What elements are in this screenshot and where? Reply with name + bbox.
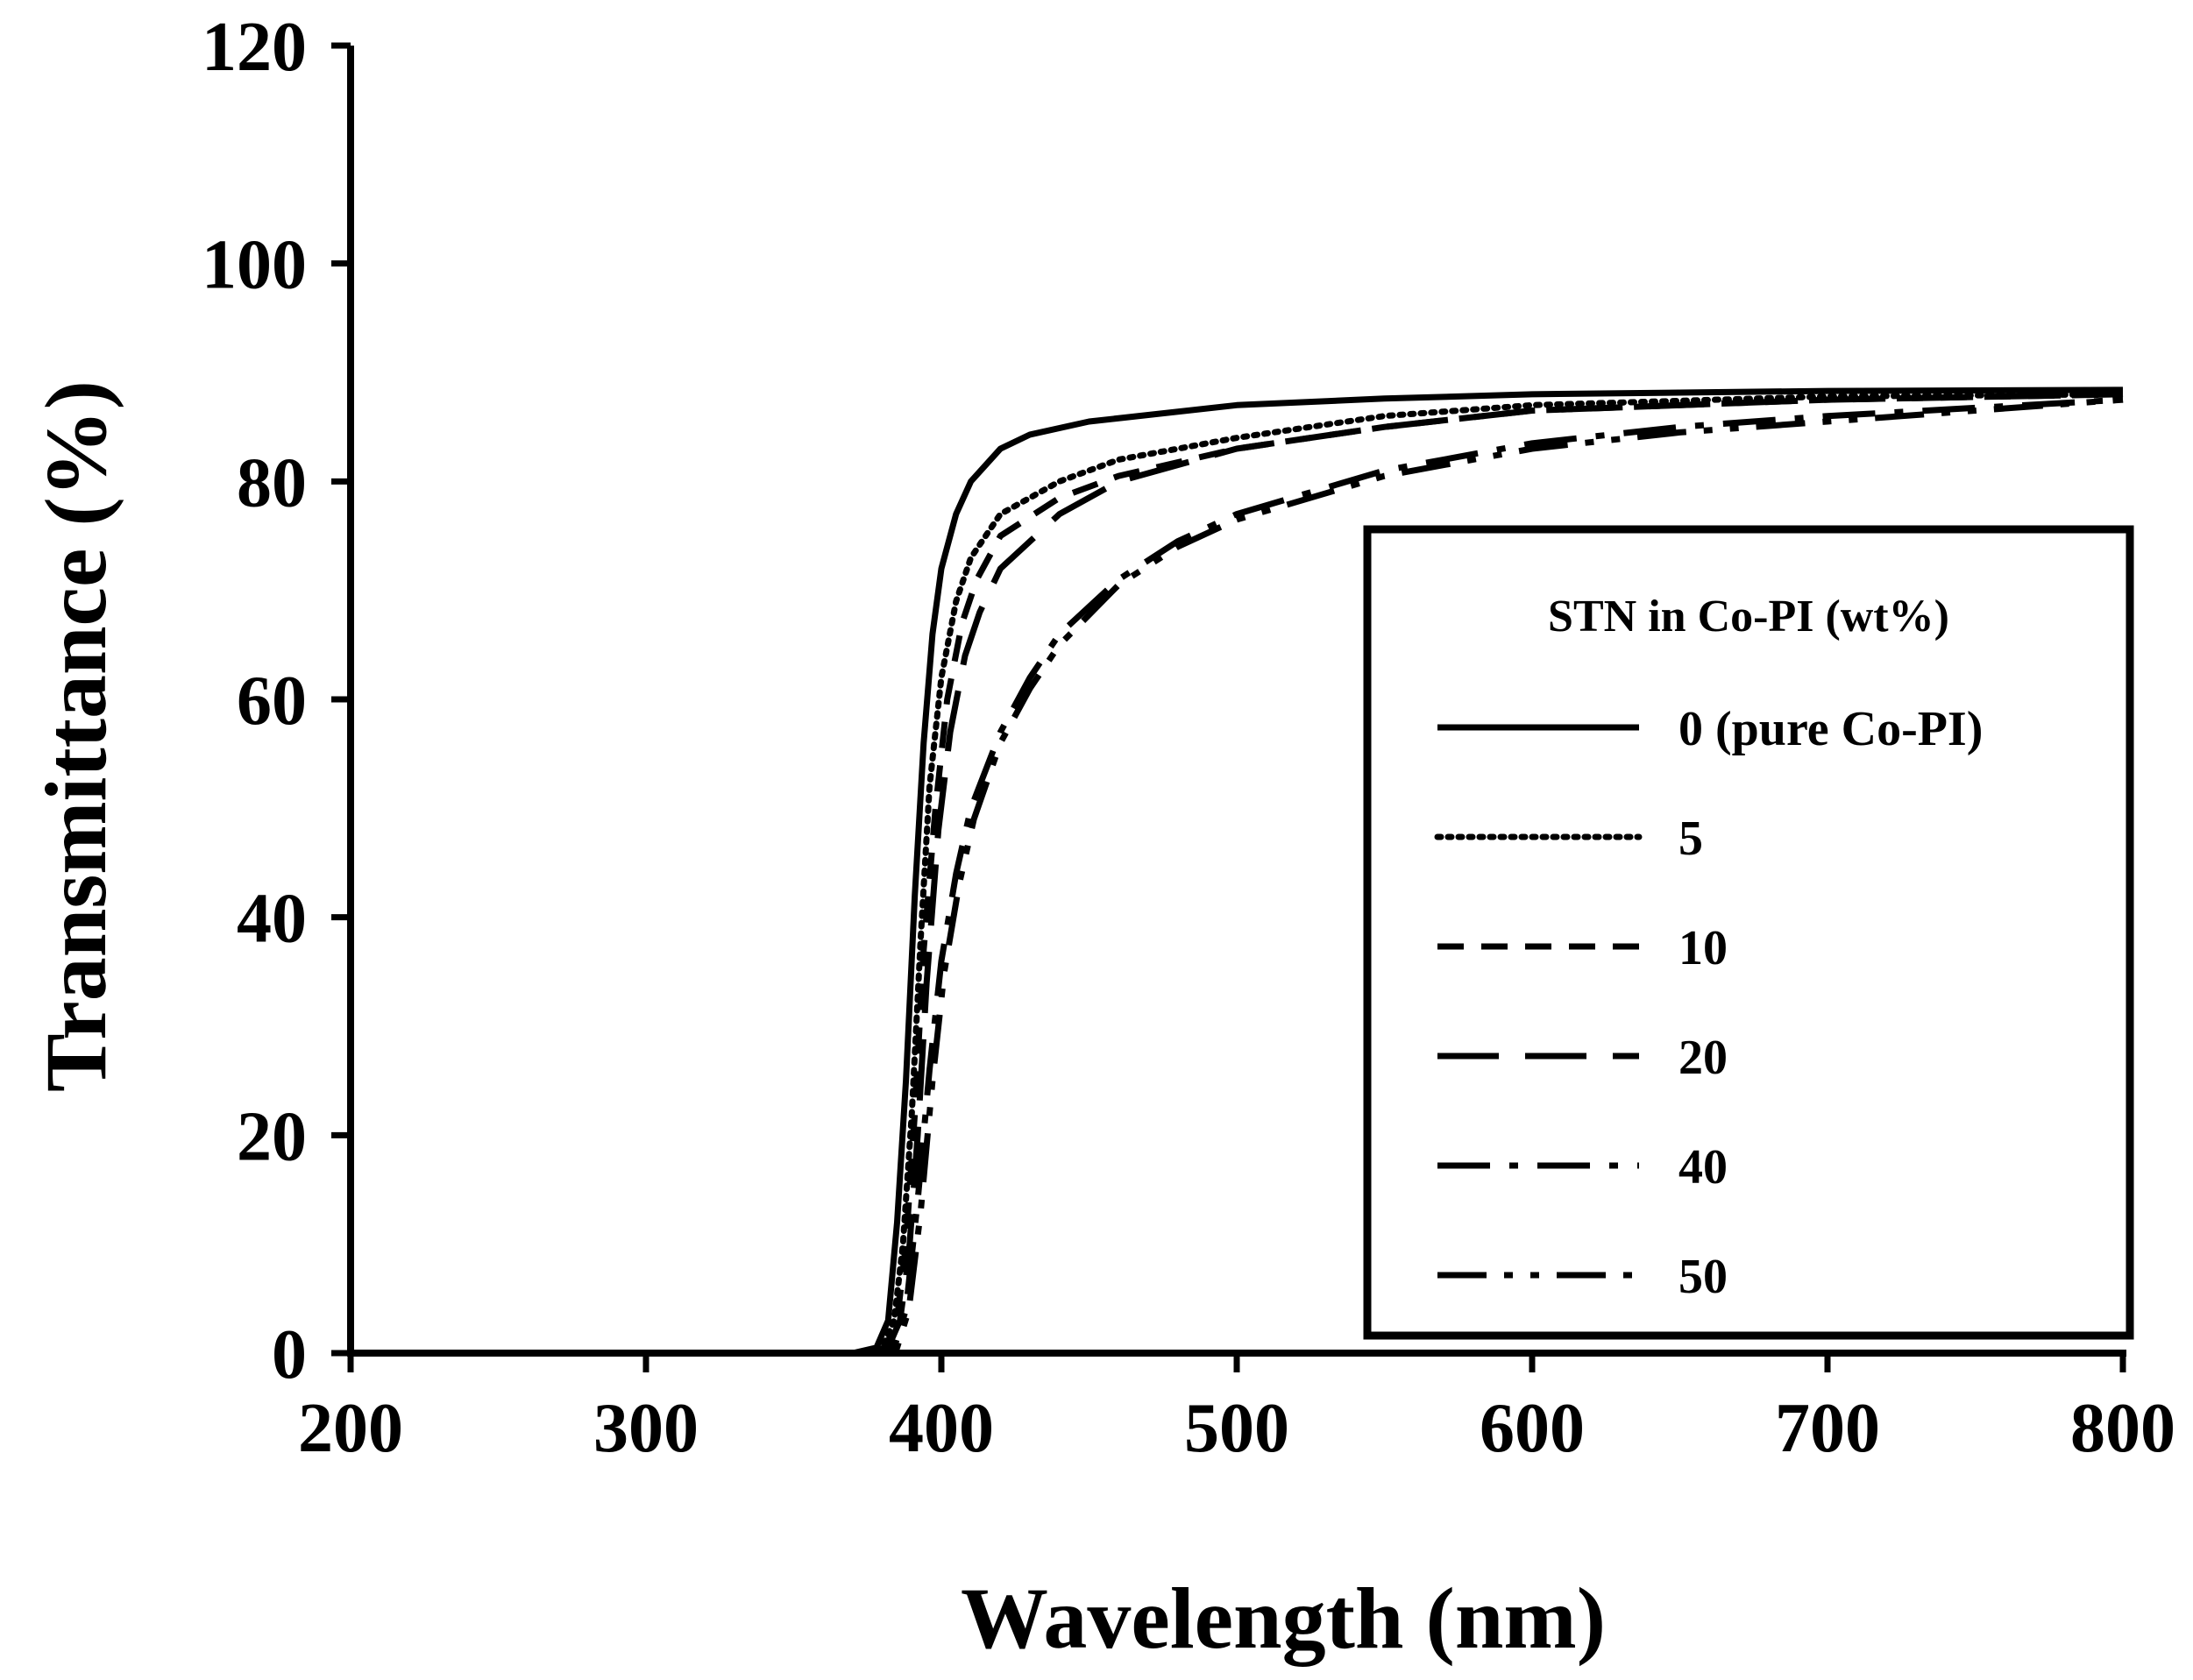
y-tick-label: 60	[237, 663, 307, 740]
series-line-6	[351, 396, 2124, 1357]
y-tick-label: 100	[202, 227, 307, 304]
y-tick-label: 40	[237, 881, 307, 958]
series-lines	[347, 386, 2126, 1357]
x-tick-label: 700	[1775, 1390, 1880, 1467]
x-axis-title: Wavelength (nm)	[961, 1570, 1606, 1667]
legend-title: STN in Co-PI (wt%)	[1548, 592, 1949, 642]
legend-label-6: 50	[1678, 1250, 1728, 1304]
series-line-5	[351, 396, 2124, 1357]
x-ticks: 200 300 400 500 600 700 800	[298, 1353, 2175, 1467]
y-tick-label: 120	[202, 9, 307, 86]
legend-label-2: 5	[1678, 812, 1703, 866]
x-tick-label: 600	[1480, 1390, 1585, 1467]
y-tick-label: 80	[237, 444, 307, 521]
series-line-3	[351, 391, 2124, 1357]
y-axis-title: Transmittance (%)	[27, 380, 124, 1092]
legend-label-3: 10	[1678, 921, 1728, 975]
x-tick-label: 200	[298, 1390, 403, 1467]
y-ticks: 0 20 40 60 80 100 120	[202, 9, 351, 1393]
series-line-2	[347, 391, 2126, 1357]
legend-entries: 0 (pure Co-PI) 5 10 20 40 50	[1434, 702, 1983, 1304]
x-tick-label: 300	[593, 1390, 699, 1467]
legend: STN in Co-PI (wt%) 0 (pure Co-PI) 5 10 20 40…	[1363, 525, 2134, 1340]
legend-box	[1363, 525, 2134, 1340]
legend-label-1: 0 (pure Co-PI)	[1678, 702, 1983, 756]
x-tick-label: 800	[2070, 1390, 2175, 1467]
series-line-1	[351, 386, 2124, 1357]
x-tick-label: 400	[889, 1390, 994, 1467]
x-tick-label: 500	[1184, 1390, 1289, 1467]
y-tick-label: 20	[237, 1098, 307, 1175]
legend-label-5: 40	[1678, 1140, 1728, 1194]
y-tick-label: 0	[272, 1316, 307, 1393]
legend-label-4: 20	[1678, 1031, 1728, 1085]
